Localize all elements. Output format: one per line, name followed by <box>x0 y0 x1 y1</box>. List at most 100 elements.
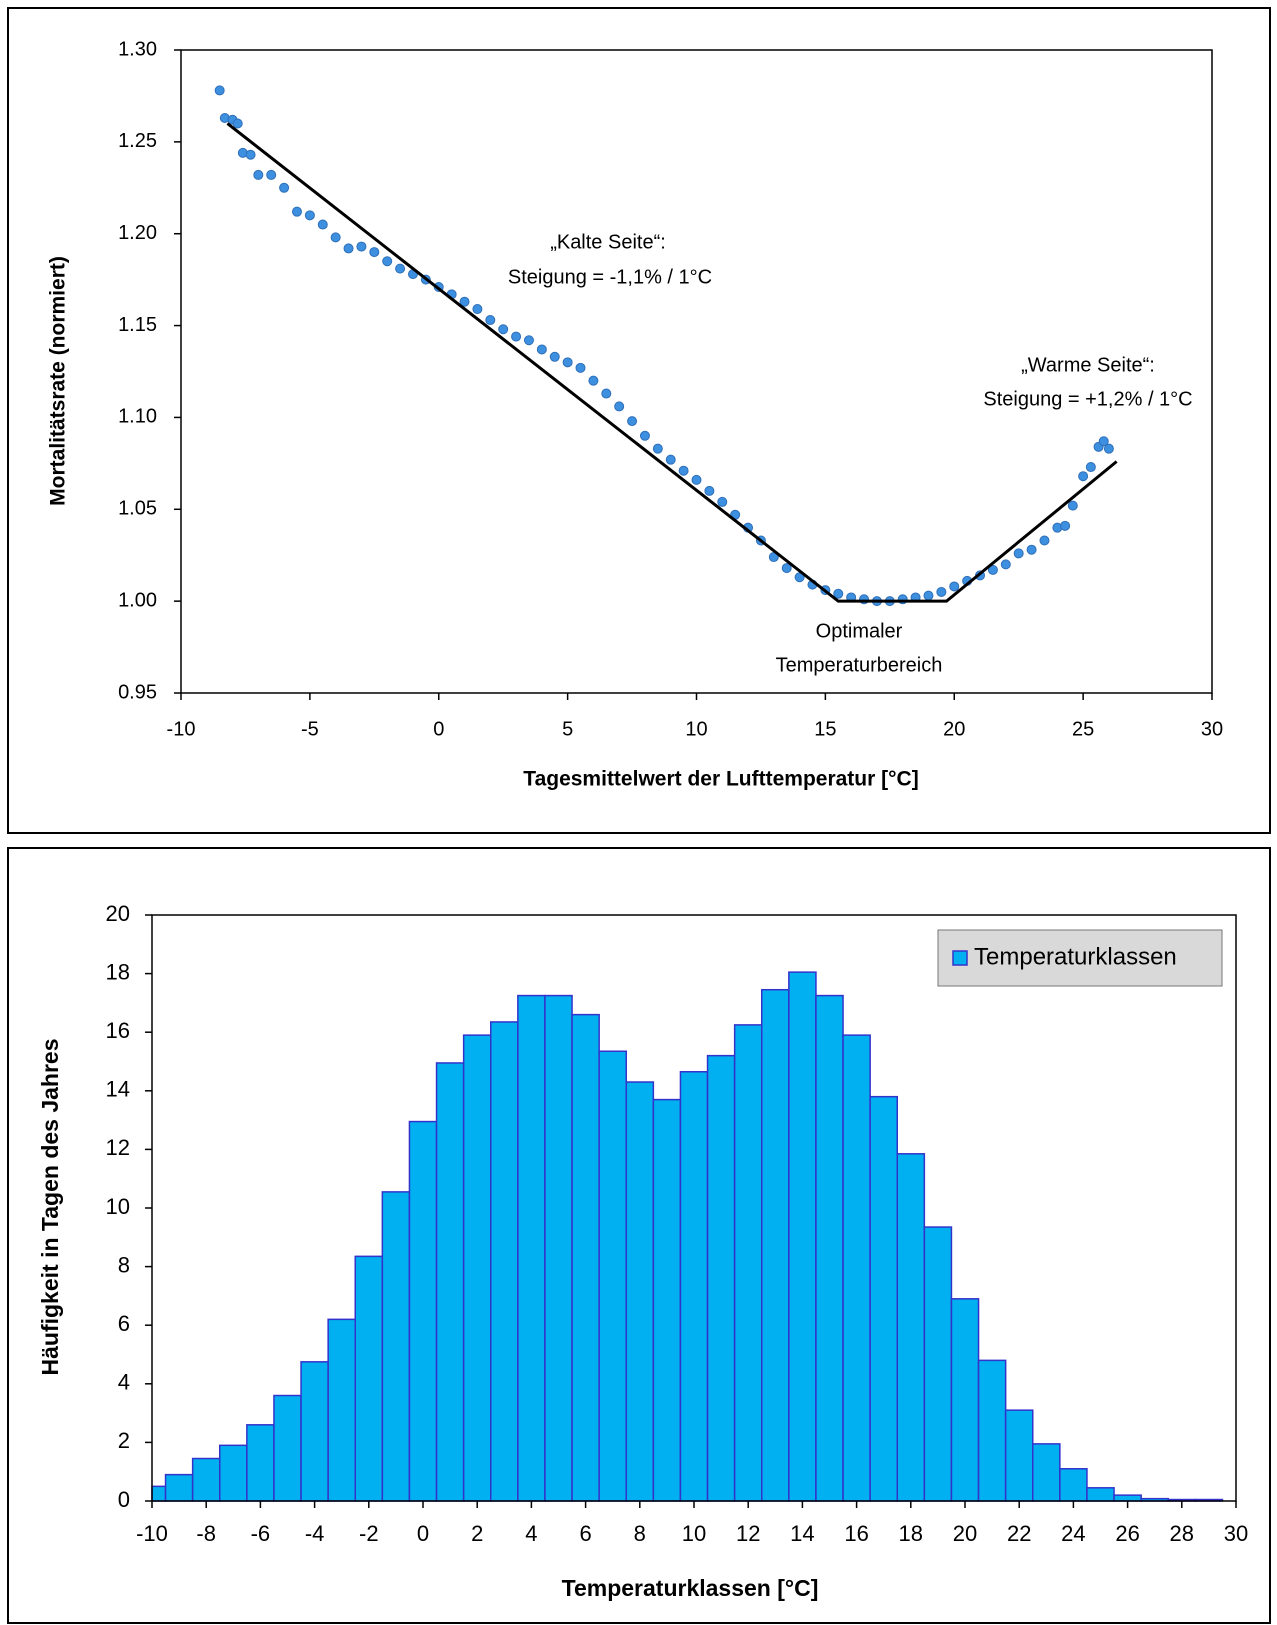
y-tick-label: 1.05 <box>118 498 157 520</box>
y-tick-label: 6 <box>118 1311 130 1336</box>
y-tick-label: 12 <box>106 1135 130 1160</box>
data-point <box>614 401 625 412</box>
data-point <box>1026 544 1037 555</box>
data-point <box>1078 471 1089 482</box>
bar <box>354 1255 384 1502</box>
data-point <box>369 247 380 258</box>
bar <box>1113 1494 1142 1502</box>
x-tick-label: 28 <box>1170 1521 1194 1546</box>
data-point <box>1013 548 1024 559</box>
data-point <box>279 182 290 193</box>
x-tick-label: 5 <box>562 718 573 740</box>
data-point <box>343 243 354 254</box>
data-point <box>317 219 328 230</box>
bar <box>1004 1409 1034 1502</box>
bar <box>151 1485 167 1502</box>
data-point <box>588 375 599 386</box>
y-tick-label: 1.25 <box>118 130 157 152</box>
bar <box>1032 1443 1061 1502</box>
data-point <box>330 232 341 243</box>
data-point <box>304 210 315 221</box>
annotation: Steigung = +1,2% / 1°C <box>983 388 1192 410</box>
x-tick-label: 14 <box>790 1521 814 1546</box>
data-point <box>781 563 792 574</box>
legend-box <box>937 929 1223 987</box>
bar <box>923 1226 953 1502</box>
data-point <box>717 496 728 507</box>
y-tick-label: 1.20 <box>118 222 157 244</box>
x-tick-label: -8 <box>196 1521 216 1546</box>
bar <box>517 994 546 1502</box>
x-tick-label: -10 <box>167 718 196 740</box>
y-tick-label: 18 <box>106 959 130 984</box>
y-tick-label: 14 <box>106 1077 130 1102</box>
legend-swatch <box>952 950 968 966</box>
x-tick-label: 6 <box>579 1521 591 1546</box>
bar <box>1086 1487 1115 1502</box>
bar <box>788 971 817 1502</box>
y-axis-label: Häufigkeit in Tagen des Jahres <box>37 1038 63 1375</box>
data-point <box>266 169 277 180</box>
x-tick-label: 10 <box>682 1521 706 1546</box>
legend-label: Temperaturklassen <box>974 943 1177 970</box>
x-tick-label: 8 <box>634 1521 646 1546</box>
bar <box>435 1062 465 1502</box>
data-point <box>923 590 934 601</box>
data-point <box>601 388 612 399</box>
x-tick-label: 18 <box>899 1521 923 1546</box>
x-tick-label: 12 <box>736 1521 760 1546</box>
annotation: Steigung = -1,1% / 1°C <box>508 266 712 288</box>
data-point <box>395 263 406 274</box>
data-point <box>678 465 689 476</box>
data-point <box>665 454 676 465</box>
bar <box>679 1071 709 1502</box>
bar <box>571 1013 600 1502</box>
bar <box>408 1120 438 1502</box>
data-point <box>523 335 534 346</box>
data-point <box>459 296 470 307</box>
data-point <box>1000 559 1011 570</box>
fit-line <box>226 122 1118 603</box>
data-point <box>1067 500 1078 511</box>
data-point <box>627 416 638 427</box>
y-tick-label: 4 <box>118 1370 130 1395</box>
x-tick-label: 2 <box>471 1521 483 1546</box>
bar <box>652 1098 682 1502</box>
y-tick-label: 0 <box>118 1487 130 1512</box>
x-tick-label: 26 <box>1115 1521 1139 1546</box>
data-point <box>1098 436 1109 447</box>
data-point <box>704 485 715 496</box>
bar <box>1059 1468 1088 1502</box>
data-point <box>987 564 998 575</box>
data-point <box>291 206 302 217</box>
bar <box>327 1318 356 1502</box>
x-tick-label: 20 <box>943 718 965 740</box>
y-tick-label: 1.30 <box>118 38 157 60</box>
bar <box>300 1361 329 1502</box>
y-tick-label: 8 <box>118 1252 130 1277</box>
y-tick-label: 2 <box>118 1428 130 1453</box>
data-point <box>562 357 573 368</box>
x-tick-label: 0 <box>417 1521 429 1546</box>
bar <box>896 1153 926 1502</box>
bar <box>598 1050 628 1502</box>
x-tick-label: 24 <box>1061 1521 1085 1546</box>
x-tick-label: 25 <box>1072 718 1094 740</box>
data-point <box>382 256 393 267</box>
data-point <box>214 85 225 96</box>
bar <box>815 994 844 1502</box>
data-point <box>356 241 367 252</box>
x-tick-label: -10 <box>136 1521 168 1546</box>
y-tick-label: 1.00 <box>118 589 157 611</box>
data-point <box>652 443 663 454</box>
bar <box>869 1095 899 1502</box>
x-tick-label: 16 <box>844 1521 868 1546</box>
data-point <box>1060 520 1071 531</box>
data-point <box>833 588 844 599</box>
bar <box>544 994 573 1502</box>
data-point <box>472 304 483 315</box>
y-tick-label: 0.95 <box>118 681 157 703</box>
bar <box>462 1034 492 1502</box>
bar <box>191 1457 221 1502</box>
